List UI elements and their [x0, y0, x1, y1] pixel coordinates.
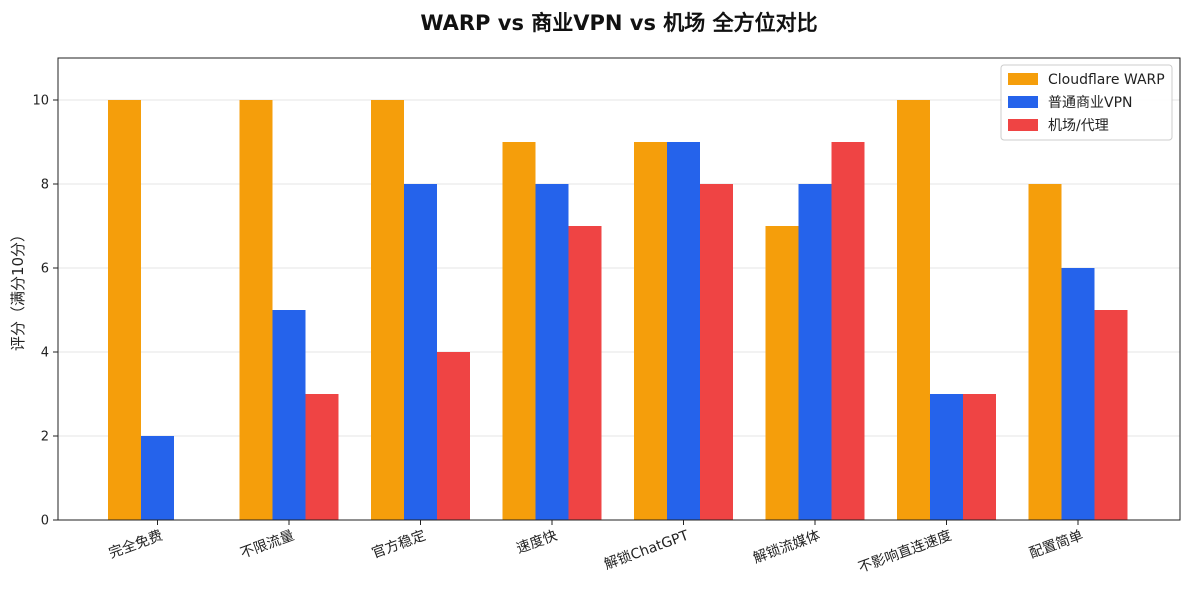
legend-box	[1000, 64, 1173, 141]
legend-swatch	[1008, 119, 1038, 131]
legend-swatch	[1008, 96, 1038, 108]
x-tick-label: 解锁流媒体	[751, 528, 822, 567]
bar	[930, 394, 963, 520]
bar	[305, 394, 339, 520]
legend-label: 普通商业VPN	[1048, 95, 1133, 111]
y-axis-label: 评分（满分10分）	[9, 227, 27, 351]
x-axis-ticks: 完全免费 不限流量 官方稳定 速度快 解锁ChatGPT 解锁流媒体 不影响直连速度 配置简单	[106, 520, 1085, 576]
bar	[1094, 310, 1128, 520]
bar	[535, 184, 569, 520]
legend-label: Cloudflare WARP	[1048, 72, 1165, 88]
bar	[634, 142, 667, 520]
bar	[963, 394, 996, 520]
y-tick-label: 4	[41, 346, 49, 361]
y-axis-ticks: 0 2 4 6 8 10	[32, 94, 58, 529]
y-tick-label: 2	[41, 430, 49, 445]
bar	[700, 184, 733, 520]
legend-label: 机场/代理	[1048, 118, 1109, 134]
bar	[437, 352, 470, 520]
x-tick-label: 官方稳定	[370, 528, 428, 562]
bar	[141, 436, 174, 520]
x-tick-label: 不影响直连速度	[856, 527, 954, 576]
bar	[798, 184, 832, 520]
bar	[108, 100, 141, 520]
x-tick-label: 不限流量	[238, 528, 296, 562]
bar	[404, 184, 437, 520]
chart-title: WARP vs 商业VPN vs 机场 全方位对比	[420, 11, 817, 35]
bar	[897, 100, 930, 520]
y-tick-label: 8	[41, 178, 49, 193]
grid-lines	[58, 99, 1180, 437]
y-tick-label: 10	[32, 94, 49, 109]
x-tick-label: 配置简单	[1027, 527, 1085, 562]
bar	[568, 226, 602, 520]
bar	[371, 100, 404, 520]
bar	[667, 142, 700, 520]
y-tick-label: 6	[41, 262, 49, 277]
x-tick-label: 解锁ChatGPT	[602, 528, 691, 573]
bar	[239, 100, 273, 520]
legend: Cloudflare WARP 普通商业VPN 机场/代理	[1000, 64, 1173, 141]
bar	[1061, 268, 1095, 520]
bar	[502, 142, 536, 520]
bar	[1028, 184, 1062, 520]
bar	[272, 310, 306, 520]
y-tick-label: 0	[41, 514, 49, 529]
x-tick-label: 速度快	[514, 528, 559, 557]
bars	[108, 100, 1128, 520]
x-tick-label: 完全免费	[106, 527, 164, 562]
legend-swatch	[1008, 73, 1038, 85]
bar	[765, 226, 799, 520]
bar	[831, 142, 865, 520]
plot-frame	[57, 57, 1181, 521]
